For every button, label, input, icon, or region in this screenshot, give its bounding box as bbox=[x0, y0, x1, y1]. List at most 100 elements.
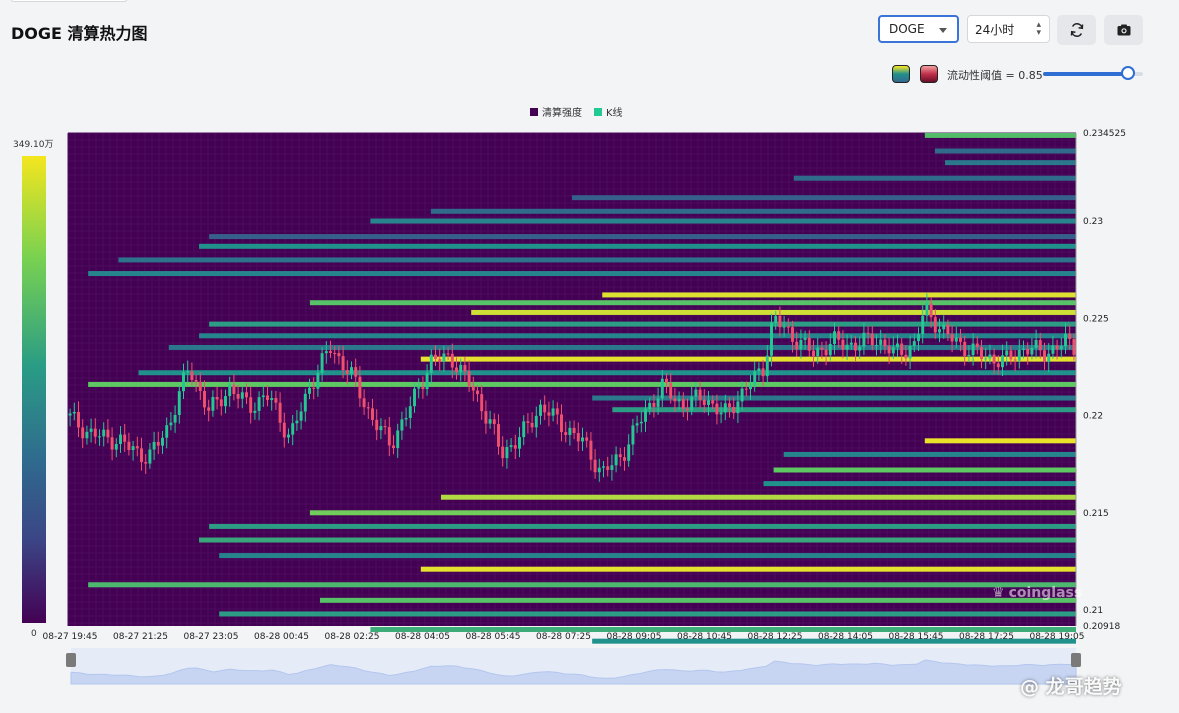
candle-body bbox=[820, 347, 824, 350]
candle-body bbox=[904, 354, 908, 359]
candle-body bbox=[144, 462, 148, 464]
candle-body bbox=[1005, 350, 1009, 356]
candle-body bbox=[539, 404, 542, 416]
candle-body bbox=[635, 423, 639, 426]
candle-body bbox=[169, 422, 173, 426]
candle-body bbox=[1072, 339, 1076, 355]
candle-body bbox=[358, 376, 362, 399]
candle-body bbox=[93, 428, 97, 437]
candle-body bbox=[429, 354, 433, 373]
candle-body bbox=[278, 402, 282, 423]
zoom-handle-right[interactable] bbox=[1071, 653, 1081, 667]
candle-body bbox=[1043, 350, 1046, 362]
candle-body bbox=[245, 392, 248, 398]
candle-body bbox=[484, 411, 488, 424]
candle-body bbox=[131, 446, 135, 451]
candle-body bbox=[572, 427, 576, 433]
candle-body bbox=[782, 326, 786, 328]
candle-body bbox=[463, 364, 467, 372]
refresh-button[interactable] bbox=[1057, 15, 1096, 45]
candle-body bbox=[803, 337, 807, 340]
liquidation-band bbox=[471, 309, 1076, 315]
liquidation-band bbox=[763, 481, 1076, 487]
candle-body bbox=[257, 397, 261, 411]
colorbar[interactable] bbox=[22, 156, 46, 623]
y-tick-label: 0.20918 bbox=[1083, 622, 1120, 632]
candle-body bbox=[371, 408, 374, 420]
liquidation-band bbox=[309, 300, 1076, 306]
candle-body bbox=[980, 347, 983, 360]
candle-body bbox=[488, 419, 492, 424]
candle-body bbox=[690, 396, 694, 411]
updown-icon: ▴ ▾ bbox=[1036, 20, 1041, 38]
candle-body bbox=[765, 355, 769, 377]
x-tick-label: 08-28 19:05 bbox=[1029, 632, 1084, 642]
period-select[interactable]: 24小时 ▴ ▾ bbox=[967, 15, 1050, 43]
candle-body bbox=[799, 339, 803, 350]
candle-body bbox=[723, 403, 727, 413]
candle-body bbox=[270, 398, 274, 401]
threshold-label: 流动性阈值 = 0.85 bbox=[947, 69, 1043, 82]
candle-body bbox=[392, 445, 395, 449]
liquidation-band bbox=[370, 218, 1076, 224]
candle-body bbox=[1055, 345, 1059, 350]
candle-body bbox=[917, 334, 920, 342]
x-tick-label: 08-28 12:25 bbox=[748, 632, 803, 642]
viridis-palette-icon[interactable] bbox=[892, 65, 910, 83]
candle-body bbox=[459, 364, 463, 373]
candle-body bbox=[791, 327, 794, 342]
candle-body bbox=[354, 367, 358, 377]
candle-body bbox=[833, 331, 836, 345]
candle-body bbox=[140, 448, 143, 463]
candle-body bbox=[698, 389, 702, 400]
candle-body bbox=[232, 384, 236, 394]
candle-body bbox=[757, 368, 761, 372]
liquidation-band bbox=[168, 344, 1077, 350]
candle-body bbox=[862, 332, 866, 347]
candle-body bbox=[1064, 333, 1067, 347]
candle-body bbox=[408, 406, 412, 418]
candle-body bbox=[896, 343, 899, 348]
candle-body bbox=[648, 402, 652, 410]
legend-item-heat[interactable]: 清算强度 bbox=[530, 104, 582, 119]
liquidation-band bbox=[118, 257, 1076, 263]
kline-series bbox=[68, 293, 1076, 482]
candle-body bbox=[1047, 353, 1051, 362]
candle-body bbox=[156, 441, 160, 446]
candle-body bbox=[564, 432, 568, 436]
coinglass-watermark: ♛ coinglass bbox=[992, 585, 1082, 601]
liquidation-band bbox=[199, 243, 1077, 249]
candle-body bbox=[954, 337, 958, 342]
period-select-value: 24小时 bbox=[975, 22, 1015, 37]
x-tick-label: 08-27 21:25 bbox=[113, 632, 168, 642]
liquidation-band bbox=[924, 132, 1076, 138]
candle-body bbox=[224, 396, 227, 407]
threshold-slider-knob[interactable] bbox=[1121, 66, 1135, 80]
candle-body bbox=[337, 353, 341, 357]
candle-body bbox=[824, 349, 828, 356]
candle-body bbox=[560, 414, 563, 433]
candle-body bbox=[673, 398, 677, 402]
symbol-select[interactable]: DOGE bbox=[878, 15, 959, 43]
candle-body bbox=[1017, 349, 1021, 361]
candle-body bbox=[161, 437, 164, 446]
candle-body bbox=[660, 378, 664, 399]
candle-body bbox=[1013, 359, 1017, 361]
candle-body bbox=[308, 387, 311, 394]
candle-body bbox=[950, 334, 954, 342]
screenshot-button[interactable] bbox=[1104, 15, 1143, 45]
candle-body bbox=[681, 399, 685, 409]
candle-body bbox=[505, 447, 509, 459]
legend-item-kline[interactable]: K线 bbox=[594, 104, 623, 119]
candle-body bbox=[551, 408, 555, 416]
candle-body bbox=[933, 317, 937, 333]
red-palette-icon[interactable] bbox=[920, 65, 938, 83]
x-tick-label: 08-27 19:45 bbox=[43, 632, 98, 642]
candle-body bbox=[1051, 345, 1055, 354]
candle-body bbox=[627, 444, 631, 461]
zoom-handle-left[interactable] bbox=[66, 653, 76, 667]
candle-body bbox=[555, 408, 559, 415]
liquidation-band bbox=[138, 370, 1076, 376]
candle-body bbox=[190, 371, 194, 381]
threshold-slider[interactable] bbox=[1043, 66, 1143, 80]
